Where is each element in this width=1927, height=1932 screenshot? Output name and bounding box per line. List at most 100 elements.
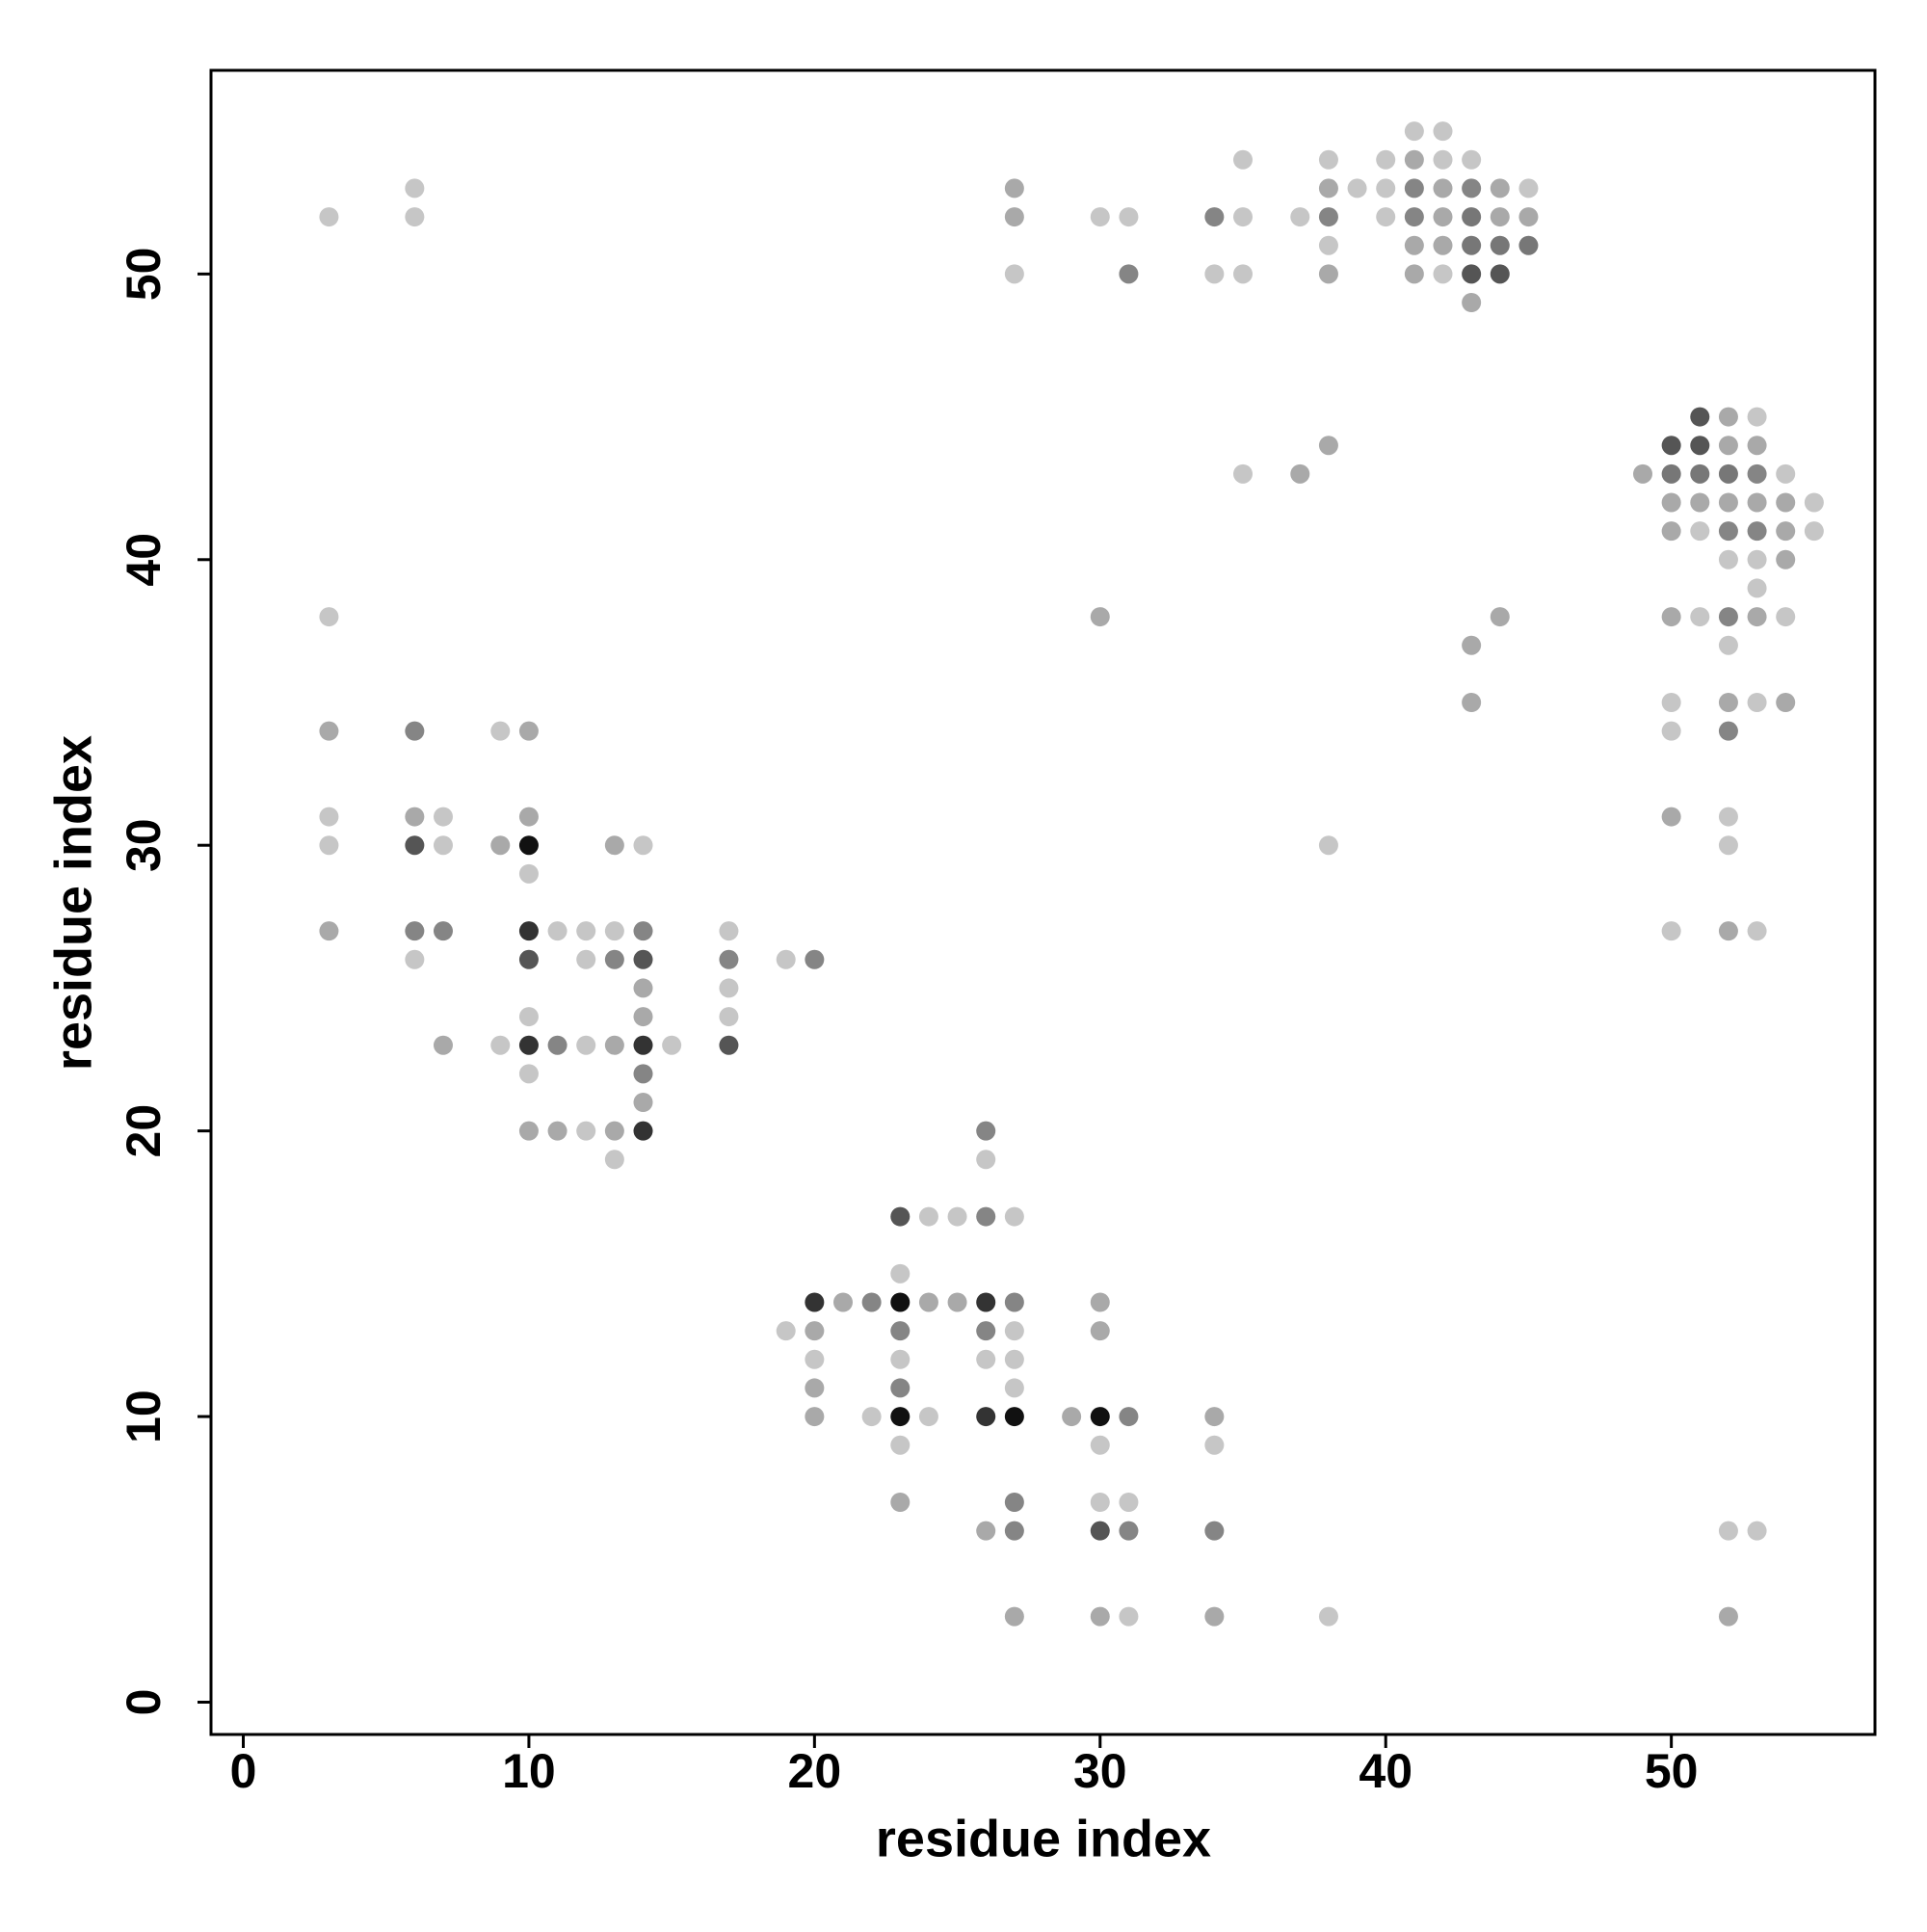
point	[1661, 692, 1681, 712]
point	[1004, 1321, 1024, 1341]
point	[1690, 492, 1710, 513]
point	[1718, 635, 1738, 655]
point	[1090, 1435, 1110, 1455]
point	[1661, 492, 1681, 513]
point	[1204, 1606, 1225, 1627]
point	[805, 1321, 825, 1341]
point	[405, 207, 425, 227]
point	[776, 1321, 796, 1341]
point	[1318, 436, 1338, 456]
point	[1776, 692, 1796, 712]
point	[604, 1150, 624, 1170]
point	[832, 1292, 853, 1312]
point	[776, 949, 796, 969]
point	[1404, 121, 1424, 142]
point	[1004, 264, 1024, 284]
y-tick-label: 40	[117, 533, 171, 587]
point	[604, 835, 624, 856]
point	[1233, 207, 1254, 227]
point	[547, 921, 568, 941]
point	[633, 1035, 653, 1055]
point	[319, 835, 339, 856]
point	[1376, 207, 1396, 227]
point	[1233, 463, 1254, 484]
point	[1462, 635, 1482, 655]
point	[1290, 463, 1310, 484]
point	[319, 207, 339, 227]
point	[1090, 1606, 1110, 1627]
point	[319, 921, 339, 941]
point	[890, 1493, 911, 1513]
point	[719, 921, 739, 941]
point	[1747, 549, 1767, 569]
point	[1204, 1407, 1225, 1427]
point	[918, 1292, 938, 1312]
x-tick-label: 30	[1073, 1744, 1127, 1798]
point	[1004, 1292, 1024, 1312]
point	[1433, 178, 1453, 198]
point	[576, 949, 596, 969]
x-tick-label: 50	[1645, 1744, 1699, 1798]
point	[947, 1292, 967, 1312]
x-tick-label: 40	[1359, 1744, 1412, 1798]
point	[1004, 1493, 1024, 1513]
point	[547, 1121, 568, 1141]
point	[719, 978, 739, 998]
point	[1347, 178, 1367, 198]
point	[1747, 578, 1767, 598]
point	[1661, 921, 1681, 941]
point	[1718, 549, 1738, 569]
point	[1747, 436, 1767, 456]
point	[861, 1292, 882, 1312]
y-tick-label: 30	[117, 818, 171, 872]
point	[1462, 149, 1482, 170]
point	[890, 1263, 911, 1284]
point	[1804, 492, 1824, 513]
point	[976, 1121, 996, 1141]
point	[1490, 235, 1510, 255]
point	[1718, 492, 1738, 513]
point	[1318, 235, 1338, 255]
point	[518, 721, 539, 741]
point	[1090, 1292, 1110, 1312]
point	[1433, 149, 1453, 170]
point	[319, 721, 339, 741]
x-tick-label: 0	[230, 1744, 257, 1798]
point	[1718, 721, 1738, 741]
point	[1290, 207, 1310, 227]
point	[976, 1321, 996, 1341]
point	[1718, 607, 1738, 627]
point	[890, 1407, 911, 1427]
point	[1204, 207, 1225, 227]
point	[976, 1521, 996, 1541]
point	[1718, 807, 1738, 827]
point	[433, 921, 453, 941]
point	[1462, 292, 1482, 312]
point	[1633, 463, 1653, 484]
point	[633, 1093, 653, 1113]
point	[518, 1035, 539, 1055]
point	[662, 1035, 682, 1055]
point	[604, 1121, 624, 1141]
point	[1233, 149, 1254, 170]
y-tick-label: 20	[117, 1104, 171, 1158]
point	[633, 949, 653, 969]
point	[633, 1064, 653, 1084]
point	[1661, 436, 1681, 456]
point	[405, 921, 425, 941]
y-tick-label: 10	[117, 1389, 171, 1443]
point	[1776, 521, 1796, 542]
point	[633, 1121, 653, 1141]
point	[1747, 492, 1767, 513]
point	[518, 1121, 539, 1141]
point	[1090, 207, 1110, 227]
point	[576, 1035, 596, 1055]
point	[604, 1035, 624, 1055]
point	[1004, 207, 1024, 227]
point	[490, 1035, 511, 1055]
point	[805, 1378, 825, 1398]
point	[719, 1007, 739, 1027]
point	[1490, 607, 1510, 627]
point	[1747, 463, 1767, 484]
